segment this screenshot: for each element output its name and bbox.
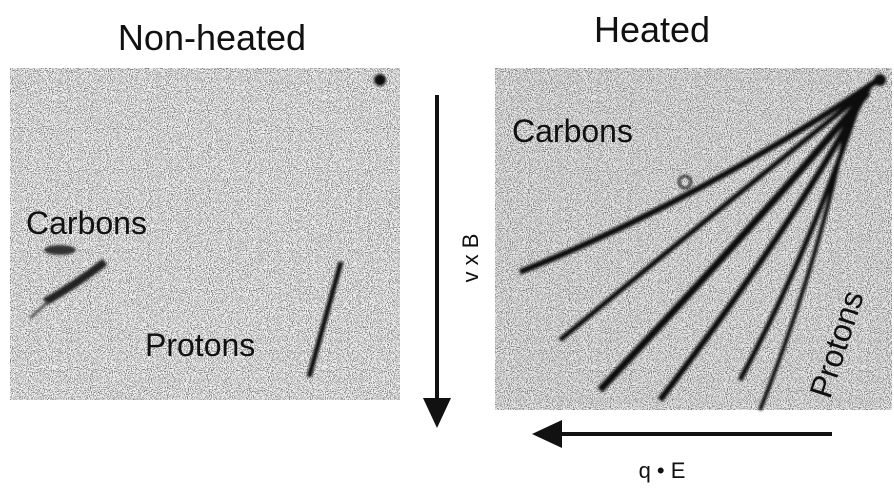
axis-label: q • E xyxy=(639,458,686,483)
arrow-head xyxy=(532,420,562,448)
panel-title: Non-heated xyxy=(118,17,306,58)
carbon-blob xyxy=(44,245,76,255)
axis-label: v x B xyxy=(458,234,483,283)
figure: Non-heated Carbons Protons v x B Heated … xyxy=(0,0,894,489)
zero-point xyxy=(874,74,886,86)
label: Protons xyxy=(145,327,255,363)
zero-point xyxy=(374,74,386,86)
panel-title: Heated xyxy=(594,9,710,50)
page: Non-heated Carbons Protons v x B Heated … xyxy=(0,0,894,489)
label: Carbons xyxy=(512,113,633,149)
arrow-head xyxy=(423,398,451,428)
label: Carbons xyxy=(26,205,147,241)
